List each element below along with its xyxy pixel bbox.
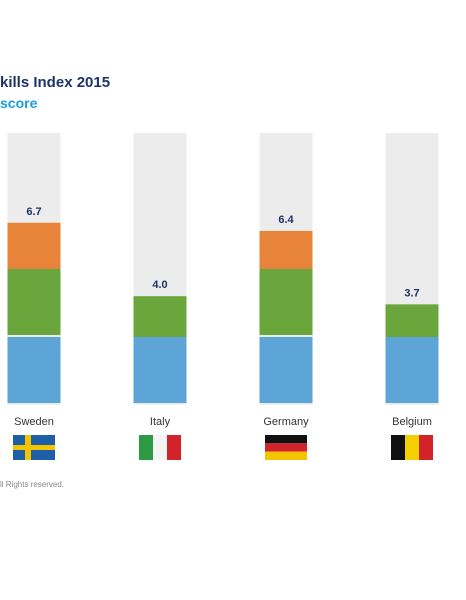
copyright-note: ll Rights reserved.	[0, 480, 65, 489]
category-label-belgium: Belgium	[392, 416, 432, 428]
category-label-italy: Italy	[150, 416, 171, 428]
germany-flag-icon	[265, 435, 307, 460]
bar-segment-germany-1	[259, 337, 313, 403]
bar-segment-belgium-1	[385, 337, 439, 403]
bar-segment-sweden-3	[7, 222, 61, 269]
bar-value-label-sweden: 6.7	[26, 206, 41, 218]
italy-flag-icon	[139, 435, 181, 460]
bar-value-label-italy: 4.0	[152, 279, 167, 291]
chart-subtitle: score	[0, 95, 38, 111]
belgium-flag-icon	[391, 435, 433, 460]
bar-segment-italy-1	[133, 337, 187, 403]
bar-value-label-belgium: 3.7	[404, 287, 419, 299]
bar-chart: 6.7 Sweden 4.0 Italy 6.4 Germany 3.7 Belgium	[7, 133, 439, 460]
bar-segment-sweden-2	[7, 269, 61, 335]
bar-segment-italy-2	[133, 296, 187, 337]
bar-value-label-germany: 6.4	[278, 214, 294, 226]
bar-segment-germany-3	[259, 230, 313, 269]
bar-segment-sweden-1	[7, 337, 61, 403]
bar-segment-belgium-2	[385, 304, 439, 337]
bar-segment-germany-2	[259, 269, 313, 335]
category-label-sweden: Sweden	[14, 416, 54, 428]
category-label-germany: Germany	[263, 416, 309, 428]
sweden-flag-icon	[13, 435, 55, 460]
chart-title: kills Index 2015	[0, 74, 111, 91]
